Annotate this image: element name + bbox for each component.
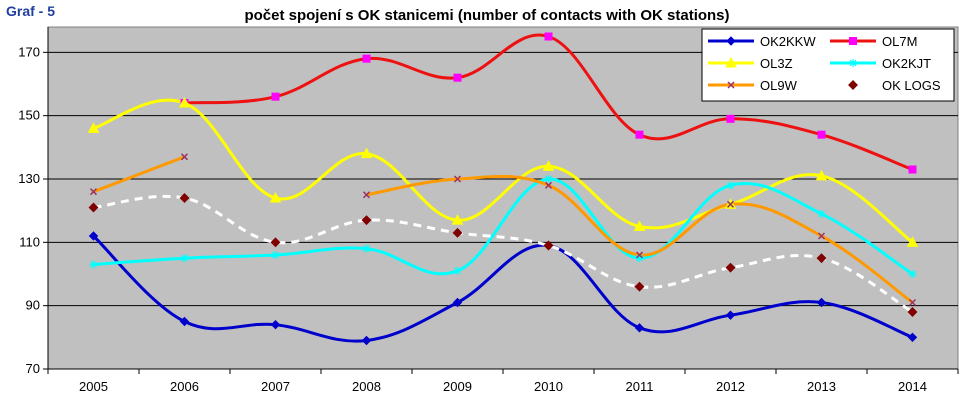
legend-label-ok2kjt: OK2KJT — [882, 56, 931, 71]
x-tick-label: 2005 — [79, 379, 108, 394]
data-point-ol7m — [726, 114, 735, 123]
x-tick-label: 2006 — [170, 379, 199, 394]
legend-label-ol9w: OL9W — [760, 78, 798, 93]
legend-marker-ol3z — [725, 56, 737, 68]
data-point-ok-logs — [452, 227, 463, 238]
x-tick-label: 2011 — [626, 379, 654, 394]
y-tick-label: 170 — [18, 44, 40, 59]
data-point-ok2kkw — [452, 297, 463, 308]
axes: 70 90 110 130 150 170 2005 2006 2007 2008 2009 2010… — [18, 27, 959, 394]
data-point-ok2kkw — [634, 323, 645, 333]
data-point-ol3z — [360, 147, 373, 159]
data-point-ok-logs — [634, 281, 645, 292]
legend-label-ok2kkw: OK2KKW — [760, 34, 816, 49]
data-point-ok-logs — [907, 307, 918, 317]
data-point-ok2kjt — [726, 181, 735, 190]
y-tick-label: 70 — [26, 361, 40, 376]
legend-marker-ok-logs — [848, 80, 858, 90]
data-point-ol9w — [908, 298, 917, 307]
x-tick-label: 2014 — [898, 379, 927, 394]
data-point-ol3z — [542, 160, 555, 171]
data-point-ok2kjt — [89, 260, 98, 269]
data-point-ok2kjt — [544, 175, 553, 183]
data-point-ok-logs — [88, 202, 99, 213]
data-point-ol3z — [815, 169, 828, 181]
data-point-ol9w — [453, 175, 462, 183]
data-point-ok2kjt — [453, 266, 462, 275]
data-point-ok-logs — [725, 262, 736, 273]
x-tick-label: 2009 — [443, 379, 472, 394]
data-point-ok-logs — [816, 253, 827, 264]
legend-marker-ok2kkw — [726, 36, 736, 46]
data-point-ok2kkw — [725, 310, 736, 320]
series-line-ok2kjt — [93, 177, 914, 276]
data-point-ol7m — [817, 130, 826, 139]
series-line-ok2kkw — [92, 234, 914, 343]
legend-label-ok-logs: OK LOGS — [882, 78, 941, 93]
data-point-ok2kkw — [361, 335, 372, 346]
legend-marker-ok2kjt — [849, 59, 857, 67]
x-tick-label: 2013 — [807, 379, 836, 394]
data-point-ok-logs — [270, 237, 281, 248]
data-point-ol3z — [87, 122, 100, 133]
data-point-ok2kkw — [88, 231, 99, 241]
x-tick-label: 2008 — [352, 379, 381, 394]
data-point-ol3z — [269, 191, 282, 203]
data-point-ol7m — [908, 165, 917, 174]
data-point-ok2kjt — [362, 244, 371, 253]
x-tick-label: 2012 — [716, 379, 745, 394]
legend-label-ol3z: OL3Z — [760, 56, 793, 71]
data-point-ok2kjt — [180, 254, 189, 263]
x-tick-label: 2007 — [261, 379, 290, 394]
legend-marker-ol9w — [727, 81, 735, 89]
figure-label: Graf - 5 — [6, 3, 55, 19]
data-point-ol9w — [180, 153, 189, 161]
data-point-ok2kkw — [270, 319, 281, 330]
chart-title: počet spojení s OK stanicemi (number of … — [244, 7, 729, 24]
data-point-ok2kjt — [908, 270, 917, 278]
data-point-ok-logs — [179, 193, 190, 203]
y-tick-label: 90 — [26, 298, 40, 313]
data-point-ol7m — [544, 32, 553, 41]
series-line-ok-logs — [93, 194, 914, 314]
data-point-ol9w — [817, 232, 826, 240]
data-point-ol3z — [633, 220, 646, 231]
data-point-ok2kjt — [635, 254, 644, 263]
data-point-ol9w — [544, 181, 553, 189]
data-point-ok2kkw — [816, 297, 827, 308]
legend-label-ol7m: OL7M — [882, 34, 917, 49]
data-point-ol7m — [453, 73, 462, 82]
legend: OK2KKW OL7M OL3Z OK2KJT OL9W OK LOGS — [701, 28, 955, 102]
data-point-ok-logs — [543, 240, 554, 251]
y-tick-label: 110 — [19, 234, 40, 249]
data-point-ol3z — [906, 236, 919, 247]
data-point-ok2kkw — [907, 332, 918, 343]
data-point-ol9w — [726, 200, 735, 208]
data-point-ol3z — [178, 96, 191, 108]
data-point-ol7m — [635, 130, 644, 139]
data-point-ol3z — [451, 214, 464, 225]
data-point-ok2kjt — [817, 209, 826, 218]
x-tick-label: 2010 — [534, 379, 563, 394]
data-point-ol7m — [362, 54, 371, 63]
series-markers — [87, 32, 919, 346]
data-point-ok-logs — [361, 215, 372, 226]
data-point-ol7m — [271, 92, 280, 101]
data-point-ol9w — [362, 191, 371, 199]
legend-marker-ol7m — [849, 37, 857, 45]
data-point-ok2kkw — [179, 316, 190, 327]
series-line-ol9w — [92, 155, 186, 194]
y-tick-label: 130 — [18, 171, 40, 186]
data-point-ol9w — [89, 188, 98, 196]
data-point-ol9w — [635, 251, 644, 259]
y-tick-label: 150 — [18, 108, 40, 123]
data-point-ok2kjt — [271, 251, 280, 259]
